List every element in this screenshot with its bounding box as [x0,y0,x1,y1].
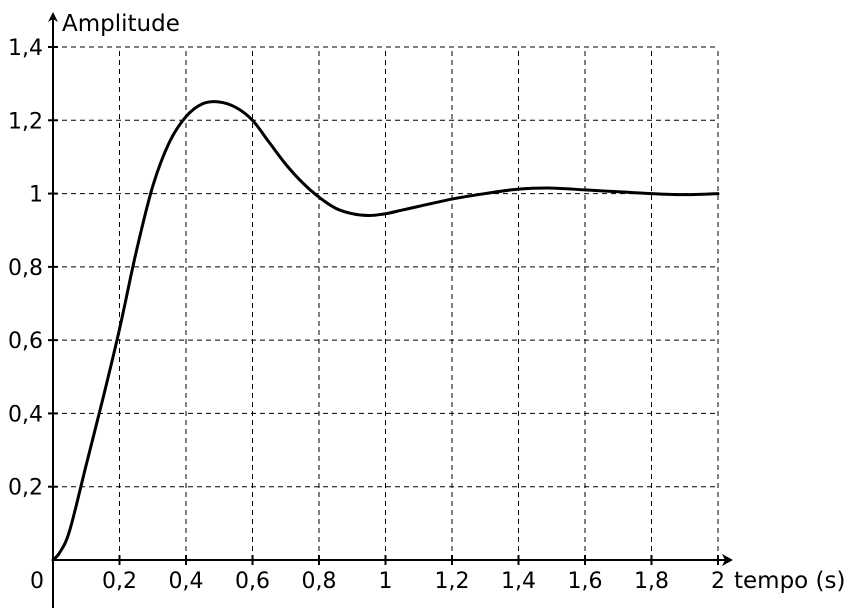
x-axis-label: tempo (s) [734,568,846,594]
y-axis-arrow-icon [48,12,58,22]
y-tick-label-5: 1,2 [8,109,43,134]
x-tick-label-0: 0 [30,569,44,594]
x-tick-label-2: 0,4 [169,569,204,594]
y-tick-label-6: 1,4 [8,36,43,61]
x-tick-label-10: 2 [711,569,725,594]
series-line [51,100,720,562]
x-tick-label-6: 1,2 [435,569,470,594]
tick-labels: 0 0,2 0,4 0,6 0,8 1 1,2 1,4 1,6 1,8 2 0,2 0,4 0,6 0,8 1… [8,36,725,594]
y-tick-label-4: 1 [29,183,43,208]
grid [53,46,719,560]
x-tick-label-1: 0,2 [102,569,137,594]
x-axis-arrow-icon [722,554,733,566]
x-tick-label-9: 1,8 [634,569,669,594]
y-tick-label-1: 0,4 [8,402,43,427]
y-tick-label-0: 0,2 [8,476,43,501]
x-tick-label-7: 1,4 [501,569,536,594]
x-tick-label-5: 1 [379,569,393,594]
axes [48,12,733,608]
y-axis-label: Amplitude [62,11,180,37]
y-tick-label-3: 0,8 [8,256,43,281]
x-tick-label-3: 0,6 [235,569,270,594]
ticks [48,46,719,565]
x-tick-label-4: 0,8 [302,569,337,594]
y-tick-label-2: 0,6 [8,329,43,354]
x-tick-label-8: 1,6 [568,569,603,594]
